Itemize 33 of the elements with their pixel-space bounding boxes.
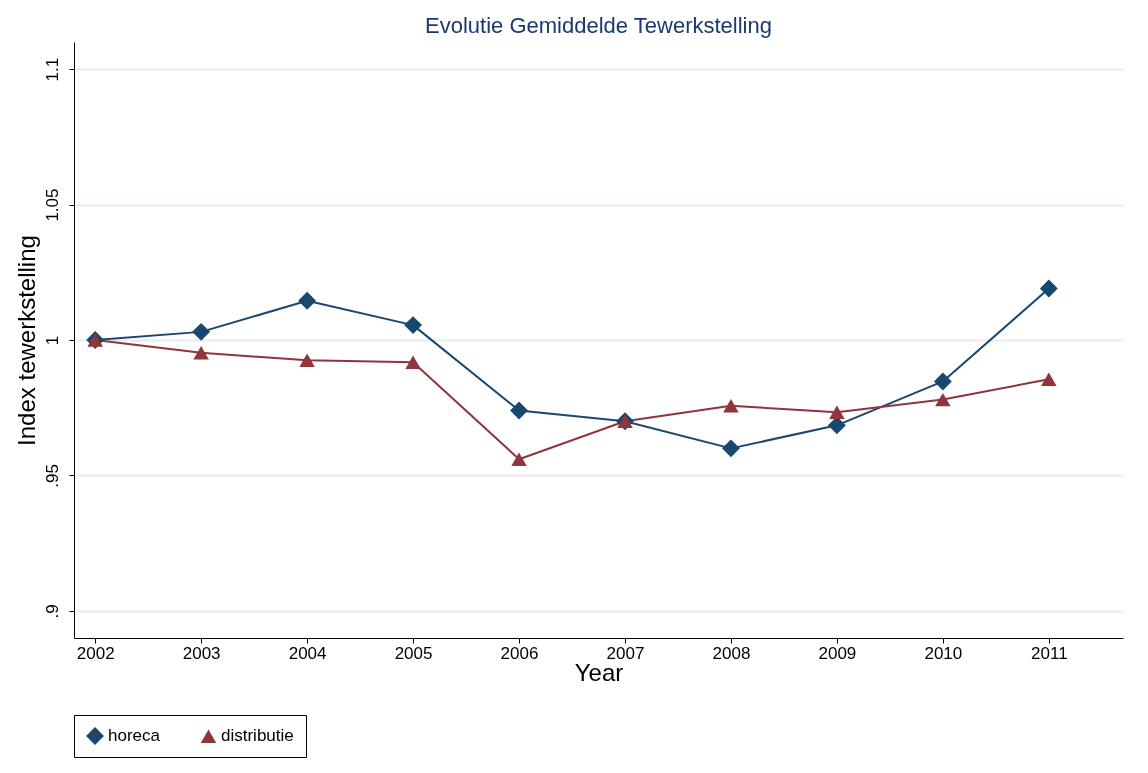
point [511,452,527,466]
y-tick-label: 1.1 [42,57,62,82]
point [510,401,528,420]
point [192,322,211,341]
x-tick-label: 2006 [500,643,539,663]
y-tick-label: 1.05 [42,188,62,222]
x-tick-label: 2003 [182,643,221,663]
x-tick-label: 2008 [712,643,751,663]
point [1039,279,1058,298]
point [298,291,317,310]
point [1041,372,1057,386]
x-tick-label: 2009 [818,643,857,663]
legend-label: distributie [221,726,294,746]
legend-label: horeca [108,726,161,746]
point [405,355,421,369]
chart-title: Evolutie Gemiddelde Tewerkstelling [425,13,772,38]
y-tick-label: .95 [42,464,62,488]
x-tick-label: 2002 [76,643,115,663]
y-axis-title: Index tewerkstelling [12,235,40,446]
point [829,405,845,420]
point [723,399,739,413]
x-tick-label: 2004 [288,643,327,663]
y-tick-label: .9 [42,604,62,619]
point [935,392,951,407]
x-tick-label: 2005 [394,643,433,663]
point [404,316,423,335]
point [933,372,952,391]
x-tick-label: 2011 [1031,643,1068,663]
y-tick-label: 1 [42,335,62,346]
x-tick-label: 2010 [924,643,963,663]
point [193,346,209,360]
point [722,439,740,458]
point [299,353,315,368]
